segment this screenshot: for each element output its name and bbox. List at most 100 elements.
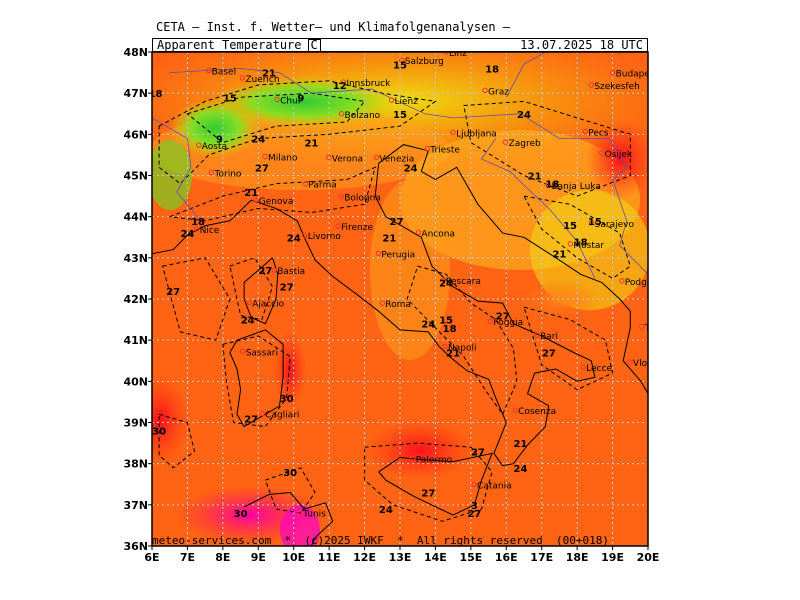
city-marker (338, 193, 344, 200)
lon-label: 18E (566, 551, 589, 564)
city-label: Genova (259, 197, 294, 207)
city-marker (424, 146, 430, 152)
contour-value-label: 24 (241, 316, 255, 327)
contour-value-label: 24 (404, 163, 418, 174)
city-label: Catania (477, 481, 512, 491)
city-marker (502, 139, 509, 145)
lat-label: 44N (123, 211, 148, 224)
contour-value-label: 27 (255, 163, 269, 174)
city-marker (193, 226, 200, 232)
coastlines (152, 52, 648, 546)
city-marker (443, 52, 449, 55)
isotherm-contour (158, 80, 437, 185)
lat-label: 37N (123, 499, 148, 512)
contour-value-label: 18 (545, 180, 559, 191)
country-border (169, 68, 648, 275)
city-label: Livorno (308, 232, 342, 242)
contour-value-label: 18 (443, 324, 457, 335)
contour-value-label: 24 (379, 505, 393, 516)
city-marker (609, 69, 616, 76)
contour-value-label: 24 (421, 320, 435, 331)
city-label: Bari (540, 332, 558, 342)
contour-lines (158, 80, 631, 522)
city-marker (253, 197, 259, 203)
city-marker (271, 267, 277, 273)
city-label: Aosta (202, 142, 227, 152)
city-label: Ljubljana (456, 129, 497, 139)
contour-value-label: 15 (563, 221, 577, 232)
city-label: Pescara (446, 277, 481, 287)
contour-value-label: 15 (223, 93, 237, 104)
city-marker (399, 57, 405, 63)
contour-value-label: 27 (244, 414, 258, 425)
city-marker (673, 354, 677, 358)
city-marker (415, 229, 422, 236)
western-alps-green (170, 98, 260, 158)
italy-coast (205, 144, 596, 467)
contour-value-label: 30 (280, 394, 294, 405)
lat-label: 45N (123, 170, 148, 183)
lon-label: 8E (215, 551, 230, 564)
contour-value-label: 18 (574, 237, 588, 248)
city-label: Foggia (493, 318, 523, 328)
isotherm-contour (406, 265, 518, 416)
city-marker (410, 456, 416, 462)
city-marker (512, 407, 518, 413)
hot-core-tunisia (280, 505, 320, 546)
city-label: Mostar (573, 241, 604, 251)
city-label: Chur (280, 96, 302, 106)
contour-value-label: 27 (542, 349, 556, 360)
sicily-coast (378, 452, 493, 516)
contour-value-label: 21 (244, 188, 258, 199)
lat-label: 46N (123, 128, 148, 141)
city-label: Verona (332, 154, 363, 164)
isotherm-contour (186, 92, 366, 144)
axis-labels: 48N 47N 46N 45N 44N 43N 42N 41N 40N 39N 38N 37N 36N6… (123, 46, 659, 564)
lon-label: 13E (389, 551, 412, 564)
contour-value-label: 21 (446, 349, 460, 360)
city-marker (335, 223, 341, 229)
city-label: Osijek (605, 150, 633, 160)
copyright-footer: meteo-services.com * (c)2025 IWKF * All … (152, 534, 609, 547)
city-marker (274, 96, 280, 103)
lat-label: 47N (123, 87, 148, 100)
city-label: Palermo (416, 456, 453, 466)
city-label: Graz (488, 87, 509, 97)
contour-value-label: 21 (528, 172, 542, 183)
city-marker (302, 181, 309, 187)
city-label: Salzburg (405, 57, 444, 67)
city-marker (582, 128, 588, 135)
africa-coast (243, 491, 334, 546)
contour-value-label: 9 (216, 134, 223, 145)
isotherm-contour (169, 166, 376, 222)
lat-label: 40N (123, 375, 148, 388)
city-label: Sassari (246, 348, 278, 358)
dinaric-zone (530, 190, 648, 310)
isotherm-contour (463, 100, 631, 197)
city-marker (205, 67, 212, 74)
isotherm-contour (523, 306, 614, 391)
isotherm-contour (158, 413, 196, 469)
city-label: Bolzano (345, 111, 381, 121)
city-label: Pecs (588, 128, 609, 138)
city-marker (239, 348, 246, 354)
city-marker (196, 142, 202, 148)
hot-spot-west (152, 375, 190, 465)
city-marker (440, 277, 446, 283)
apennine-zone (370, 180, 450, 360)
city-label: Cagliari (265, 410, 299, 420)
city-label: Bastia (277, 267, 305, 277)
contour-value-label: 21 (513, 439, 527, 450)
city-label: Milano (268, 154, 298, 164)
city-marker (208, 169, 215, 176)
city-label: Parma (308, 181, 336, 191)
city-marker (373, 154, 379, 161)
city-label: Cosenza (518, 407, 556, 417)
contour-value-label: 18 (191, 217, 205, 228)
contour-value-label: 15 (588, 217, 602, 228)
lon-label: 19E (601, 551, 624, 564)
city-label: Ancona (421, 229, 455, 239)
city-label: Nice (200, 226, 220, 236)
contour-value-label: 21 (382, 233, 396, 244)
